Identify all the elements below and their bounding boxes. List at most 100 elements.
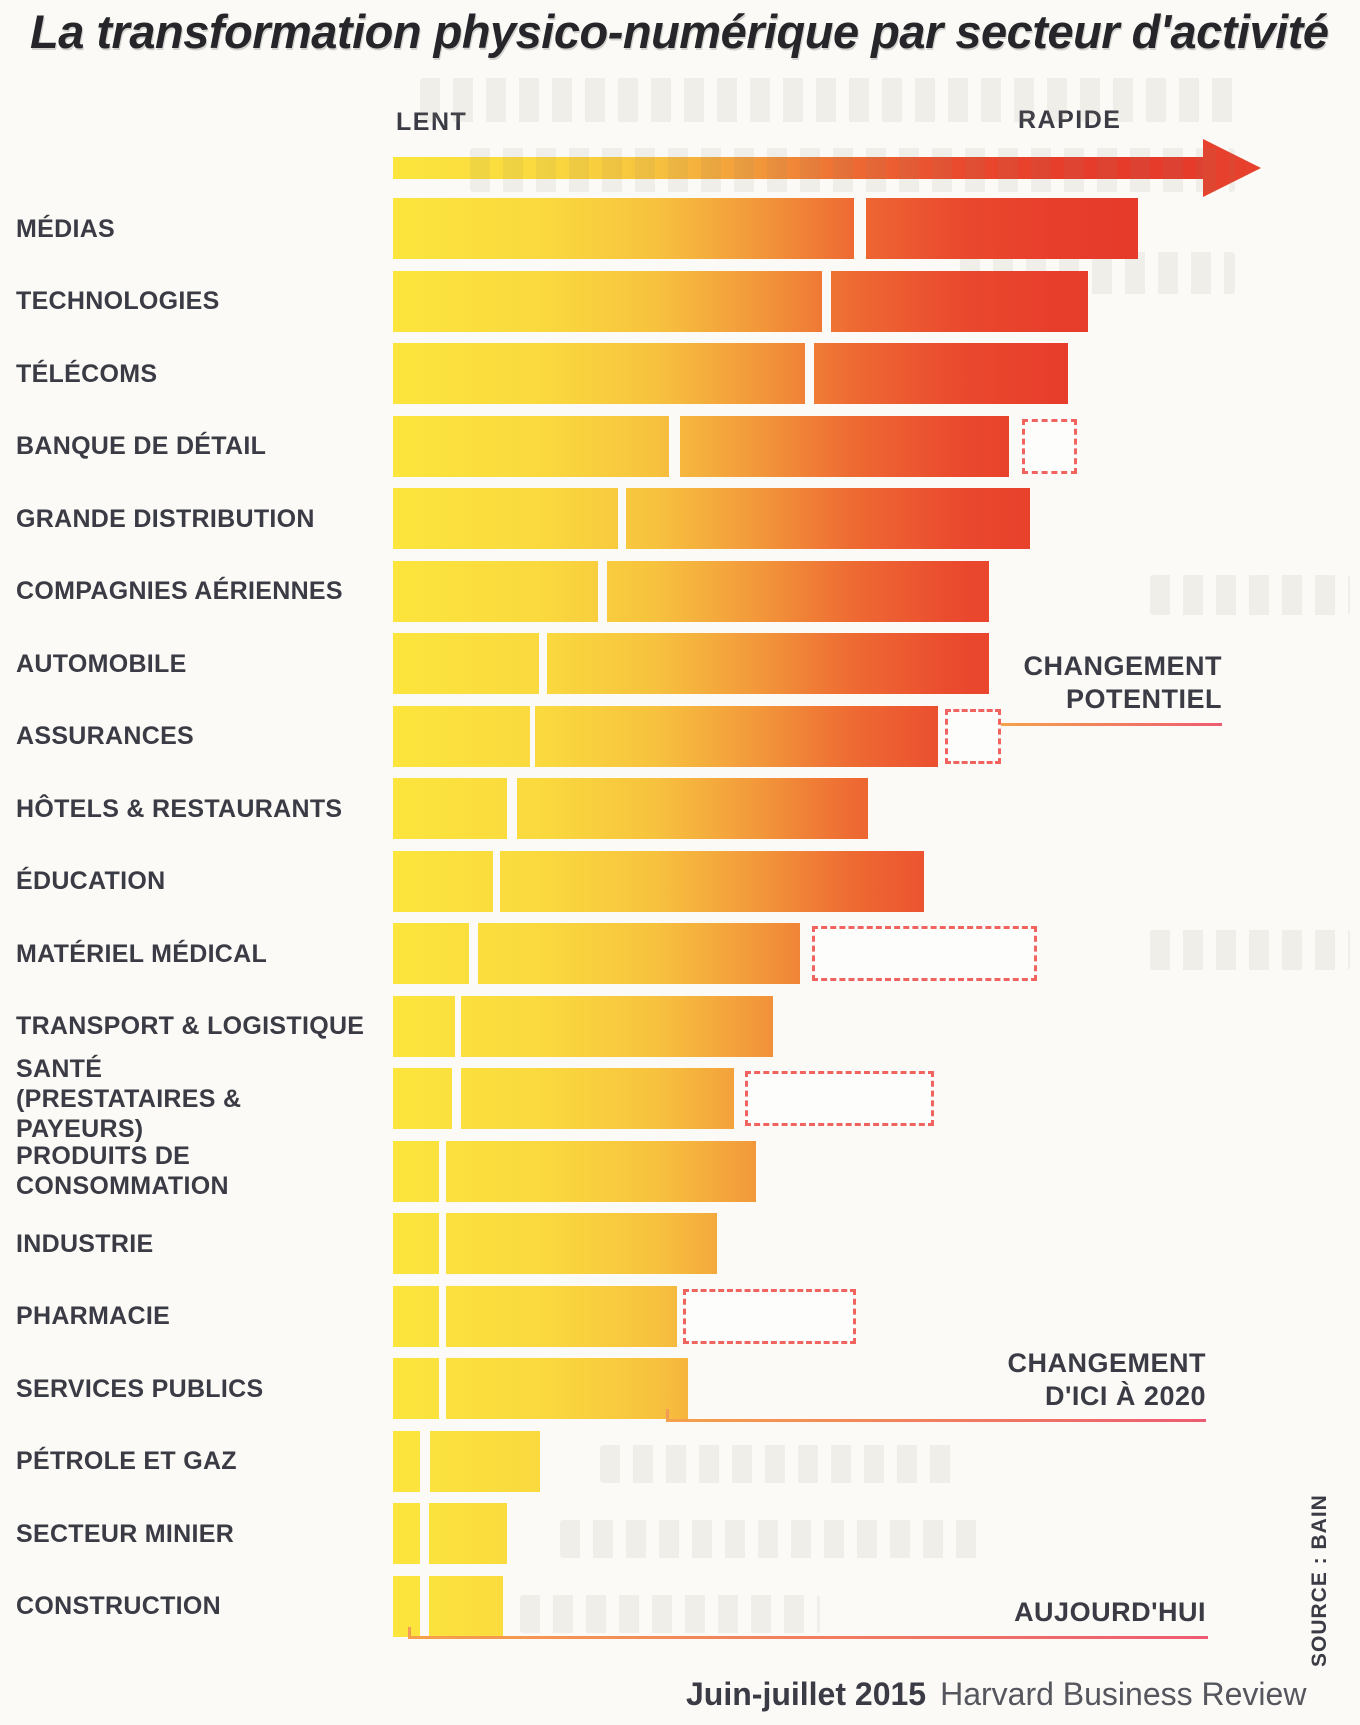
bar-segment-today [393, 343, 805, 404]
bar-segment-by2020 [546, 633, 990, 694]
bar-segment-by2020 [446, 1213, 717, 1274]
bar-segment-by2020 [534, 705, 939, 767]
footer-publication-name: Harvard Business Review [940, 1676, 1307, 1712]
connector-line-2020 [666, 1419, 1206, 1422]
potential-change-box [812, 926, 1038, 981]
sector-label: PÉTROLE ET GAZ [16, 1431, 376, 1492]
sector-label-line: SECTEUR MINIER [16, 1519, 235, 1548]
bleed-through-artifact [1150, 930, 1350, 970]
bar-segment-today [393, 850, 493, 912]
sector-label: SANTÉ (PRESTATAIRES & PAYEURS) [16, 1055, 376, 1143]
sector-label: ÉDUCATION [16, 851, 376, 912]
source-credit: SOURCE : BAIN [1308, 1494, 1331, 1667]
bleed-through-artifact [560, 1520, 980, 1558]
bar-segment-by2020 [429, 1430, 540, 1492]
bar-segment-today [393, 633, 540, 694]
bar-segment-by2020 [831, 270, 1089, 332]
bar-segment-by2020 [606, 560, 990, 622]
sector-label-line: CONSTRUCTION [16, 1592, 221, 1620]
bar-segment-by2020 [626, 488, 1030, 549]
sector-label: MATÉRIEL MÉDICAL [16, 923, 376, 984]
potential-change-box [744, 1071, 934, 1126]
sector-label-line: PRODUITS DE CONSOMMATION [16, 1142, 229, 1200]
sector-label: AUTOMOBILE [16, 633, 376, 694]
axis-label-rapide: RAPIDE [1018, 106, 1122, 134]
bleed-through-artifact [520, 1595, 820, 1633]
bar-segment-by2020 [461, 995, 774, 1057]
sector-label-line: INDUSTRIE [16, 1229, 154, 1258]
annotation-line: POTENTIEL [1065, 684, 1222, 714]
potential-change-box [945, 708, 1002, 764]
bar-segment-today [393, 1575, 420, 1637]
sector-label: TECHNOLOGIES [16, 271, 376, 332]
bar-segment-today [393, 415, 669, 477]
sector-label-line: ASSURANCES [16, 722, 195, 750]
bar-segment-today [393, 995, 456, 1057]
sector-label-line: TRANSPORT & LOGISTIQUE [16, 1012, 365, 1040]
bar-segment-by2020 [446, 1358, 688, 1419]
bar-segment-by2020 [429, 1503, 507, 1564]
bar-segment-by2020 [477, 923, 801, 984]
page-footer: Juin-juillet 2015 Harvard Business Review [686, 1676, 1306, 1713]
sector-label: ASSURANCES [16, 706, 376, 767]
sector-label-line: MATÉRIEL MÉDICAL [16, 939, 268, 968]
sector-label-line: SERVICES PUBLICS [16, 1374, 264, 1403]
sector-label-line: GRANDE DISTRIBUTION [16, 504, 315, 533]
connector-riser-2020 [666, 1409, 669, 1420]
bar-segment-by2020 [446, 1140, 756, 1202]
sector-label-line: TECHNOLOGIES [16, 287, 220, 315]
bar-segment-by2020 [813, 343, 1068, 404]
bar-segment-by2020 [446, 1285, 678, 1347]
sector-label: GRANDE DISTRIBUTION [16, 488, 376, 549]
footer-issue-date: Juin-juillet 2015 [686, 1676, 927, 1712]
sector-label: INDUSTRIE [16, 1213, 376, 1274]
sector-label: PHARMACIE [16, 1286, 376, 1347]
connector-line-aujourdhui [408, 1636, 1208, 1639]
sector-label-line: AUTOMOBILE [16, 649, 187, 678]
sector-label: HÔTELS & RESTAURANTS [16, 778, 376, 839]
bar-segment-today [393, 1503, 420, 1564]
bar-segment-today [393, 560, 598, 622]
bar-segment-today [393, 778, 507, 839]
sector-label-line: (PRESTATAIRES & PAYEURS) [16, 1084, 242, 1143]
sector-label-line: PÉTROLE ET GAZ [16, 1447, 237, 1475]
sector-label: TÉLÉCOMS [16, 343, 376, 404]
bleed-through-artifact [420, 78, 1235, 122]
sector-label: MÉDIAS [16, 198, 376, 259]
sector-label-line: ÉDUCATION [16, 867, 166, 895]
bar-segment-today [393, 1285, 439, 1347]
axis-arrow-shaft [393, 157, 1205, 179]
sector-label: CONSTRUCTION [16, 1576, 376, 1637]
chart-title: La transformation physico-numérique par … [30, 5, 1329, 58]
potential-change-box [1022, 418, 1077, 474]
bar-segment-today [393, 198, 855, 259]
annotation-line: D'ICI À 2020 [1045, 1381, 1206, 1411]
sector-label: SERVICES PUBLICS [16, 1358, 376, 1419]
bleed-through-artifact [1150, 575, 1350, 615]
sector-label-line: COMPAGNIES AÉRIENNES [16, 577, 343, 605]
bar-segment-by2020 [461, 1068, 735, 1129]
sector-label: COMPAGNIES AÉRIENNES [16, 561, 376, 622]
bar-segment-today [393, 923, 469, 984]
sector-label: PRODUITS DE CONSOMMATION [16, 1141, 376, 1202]
sector-label: TRANSPORT & LOGISTIQUE [16, 996, 376, 1057]
bar-segment-today [393, 1213, 439, 1274]
bleed-through-artifact [470, 148, 1235, 192]
sector-label-line: BANQUE DE DÉTAIL [16, 432, 267, 460]
connector-line-potential [1001, 723, 1222, 726]
axis-arrow-head-icon [1203, 139, 1261, 197]
bar-segment-today [393, 1430, 420, 1492]
sector-label: SECTEUR MINIER [16, 1503, 376, 1564]
bar-segment-today [393, 270, 822, 332]
bar-segment-by2020 [500, 850, 924, 912]
bar-segment-by2020 [516, 778, 868, 839]
annotation-aujourdhui: AUJOURD'HUI [1014, 1597, 1206, 1627]
bleed-through-artifact [600, 1445, 960, 1483]
sector-label-line: HÔTELS & RESTAURANTS [16, 794, 343, 823]
bar-segment-today [393, 705, 531, 767]
bar-segment-by2020 [429, 1575, 504, 1637]
annotation-line: CHANGEMENT [1007, 1348, 1206, 1378]
bar-segment-today [393, 1140, 439, 1202]
bar-segment-by2020 [866, 198, 1138, 259]
sector-label-line: MÉDIAS [16, 214, 116, 243]
